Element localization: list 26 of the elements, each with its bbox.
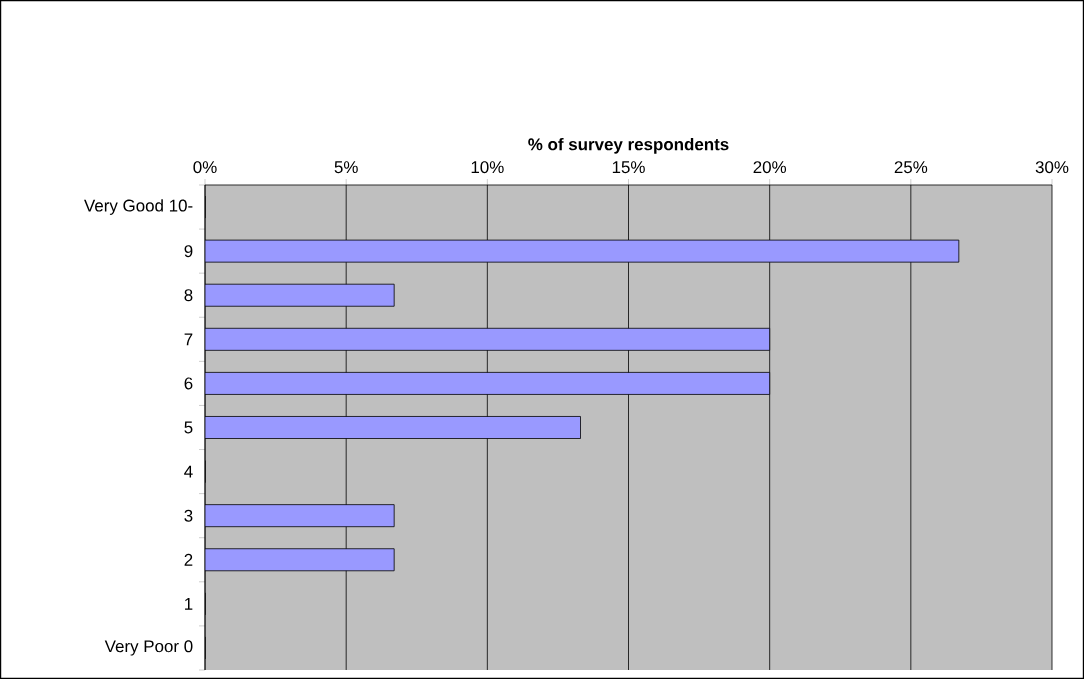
bar <box>205 504 395 528</box>
x-tick-label: 30% <box>1035 161 1069 174</box>
y-tick-label: 6 <box>184 377 193 390</box>
x-tick-label: 5% <box>334 161 358 174</box>
bar <box>205 548 395 572</box>
y-tick-label: 2 <box>184 553 193 566</box>
x-tick-label: 10% <box>471 161 504 174</box>
bar <box>205 416 581 439</box>
bar <box>205 239 960 263</box>
x-tick-label: 0% <box>193 161 217 174</box>
y-tick-label: 4 <box>184 465 193 478</box>
bar <box>205 371 771 395</box>
y-tick-label: 8 <box>184 289 193 302</box>
x-axis-title: % of survey respondents <box>528 137 729 154</box>
bar <box>205 327 771 351</box>
y-tick-label: 3 <box>184 509 193 522</box>
x-tick-label: 25% <box>894 161 928 174</box>
y-tick-label: 1 <box>185 598 193 610</box>
y-tick-label: Very Good 10- <box>84 199 193 215</box>
y-tick-label: 5 <box>184 421 193 434</box>
x-tick-label: 15% <box>612 161 645 174</box>
y-tick-label: 9 <box>184 245 193 258</box>
x-tick-label: 20% <box>753 161 787 174</box>
y-tick-label: Very Poor 0 <box>104 640 193 656</box>
y-tick-label: 7 <box>184 333 193 346</box>
bar <box>205 283 395 307</box>
